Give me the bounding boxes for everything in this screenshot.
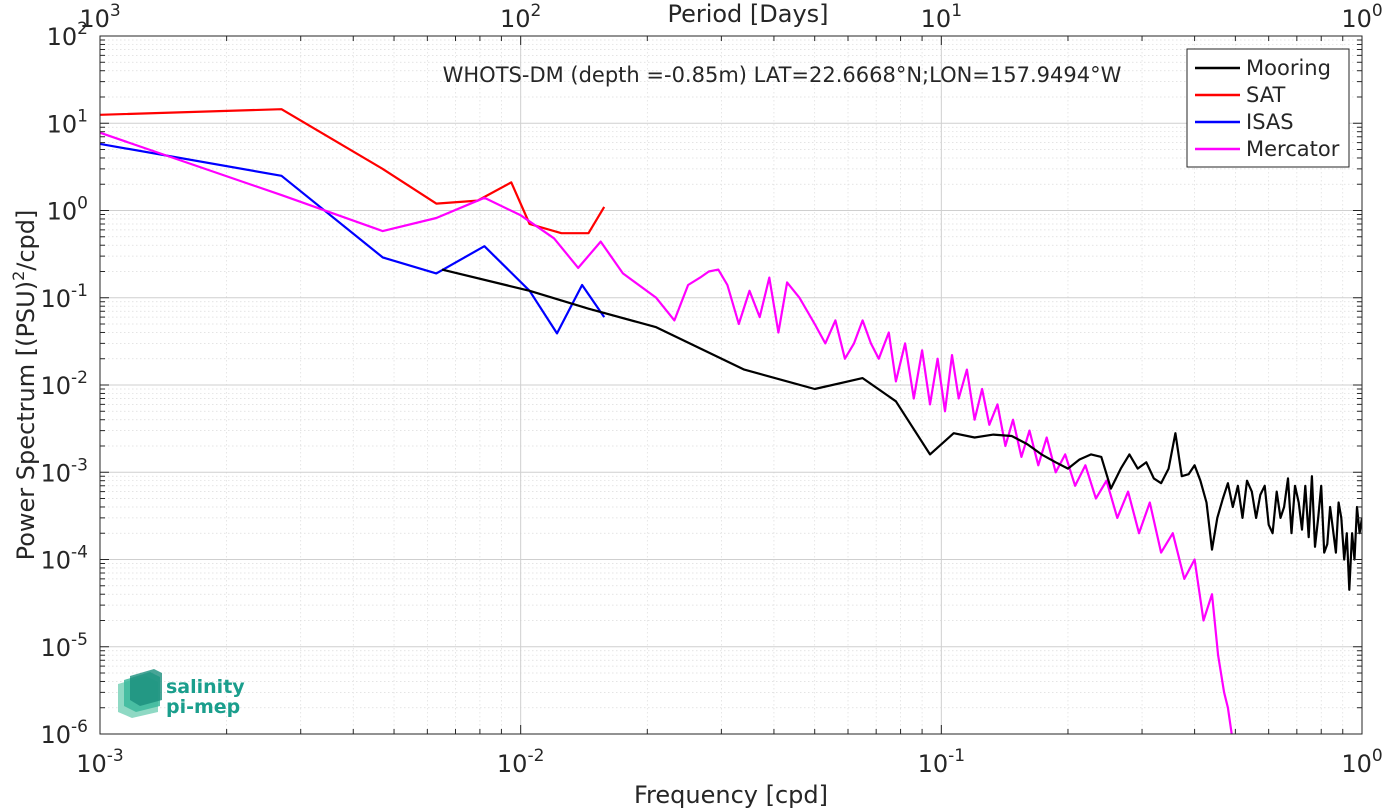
y-tick-label: 100 [47,194,88,226]
x-tick-base: 10 [497,750,528,778]
x-tick-exp: -2 [527,746,544,766]
y-tick-base: 10 [41,459,72,487]
top-tick-exp: 2 [531,1,542,21]
y-tick-label: 102 [47,19,88,51]
legend-label-mercator: Mercator [1246,137,1340,161]
y-tick-label: 10-6 [41,717,89,749]
x-tick-base: 10 [76,750,107,778]
x-tick-label: 10-1 [918,746,966,778]
y-tick-exp: -5 [71,630,88,650]
logo-line1: salinity [166,676,245,698]
y-tick-exp: 1 [77,106,88,126]
y-tick-exp: -6 [71,717,88,737]
y-tick-base: 10 [41,372,72,400]
y-tick-exp: -4 [71,543,88,563]
top-tick-exp: 1 [951,1,962,21]
series-line-isas [100,142,606,335]
y-tick-base: 10 [41,547,72,575]
series-line-mooring [441,268,1362,591]
y-axis-label: Power Spectrum [(PSU)2/cpd] [9,210,40,561]
top-tick-exp: 3 [110,1,121,21]
top-tick-label: 103 [79,1,120,33]
y-tick-base: 10 [47,110,78,138]
logo-mark-icon [118,669,162,718]
y-axis-label-main: Power Spectrum [(PSU) [12,281,40,560]
y-tick-base: 10 [47,23,78,51]
y-tick-base: 10 [47,198,78,226]
y-tick-exp: -1 [71,281,88,301]
top-tick-base: 10 [1341,5,1372,33]
axis-ticks [99,35,1363,735]
y-tick-exp: -3 [71,455,88,475]
y-tick-exp: 2 [77,19,88,39]
y-tick-label: 10-4 [41,543,89,575]
y-tick-label: 10-1 [41,281,89,313]
y-tick-label: 10-3 [41,455,89,487]
x-tick-exp: -3 [107,746,124,766]
y-tick-label: 101 [47,106,88,138]
legend-label-isas: ISAS [1246,110,1294,134]
series-line-mercator [100,131,1233,734]
x-tick-label: 10-2 [497,746,545,778]
series-line-sat [100,108,606,235]
series-layer [100,108,1362,734]
top-tick-base: 10 [79,5,110,33]
y-tick-exp: -2 [71,368,88,388]
y-tick-base: 10 [41,634,72,662]
legend-label-mooring: Mooring [1246,56,1331,80]
salinity-pi-mep-logo: salinity pi-mep [118,669,245,718]
x-tick-base: 10 [918,750,949,778]
x-tick-label: 10-3 [76,746,124,778]
top-tick-label: 100 [1341,1,1382,33]
chart-title: WHOTS-DM (depth =-0.85m) LAT=22.6668°N;L… [443,63,1122,87]
top-axis-label: Period [Days] [667,0,828,28]
x-axis-label: Frequency [cpd] [634,781,828,809]
legend: Mooring SAT ISAS Mercator [1186,48,1350,168]
y-tick-exp: 0 [77,194,88,214]
x-tick-exp: -1 [948,746,965,766]
y-axis-label-sup: 2 [9,271,28,281]
y-tick-label: 10-2 [41,368,89,400]
top-tick-exp: 0 [1372,1,1383,21]
x-tick-label: 100 [1341,746,1382,778]
top-tick-base: 10 [500,5,531,33]
y-tick-base: 10 [41,285,72,313]
logo-line2: pi-mep [166,696,240,718]
y-tick-label: 10-5 [41,630,89,662]
x-tick-exp: 0 [1372,746,1383,766]
legend-label-sat: SAT [1246,83,1285,107]
y-axis-label-tail: /cpd] [12,210,40,271]
top-tick-label: 101 [921,1,962,33]
y-tick-base: 10 [41,721,72,749]
top-tick-base: 10 [921,5,952,33]
x-tick-base: 10 [1341,750,1372,778]
top-tick-label: 102 [500,1,541,33]
